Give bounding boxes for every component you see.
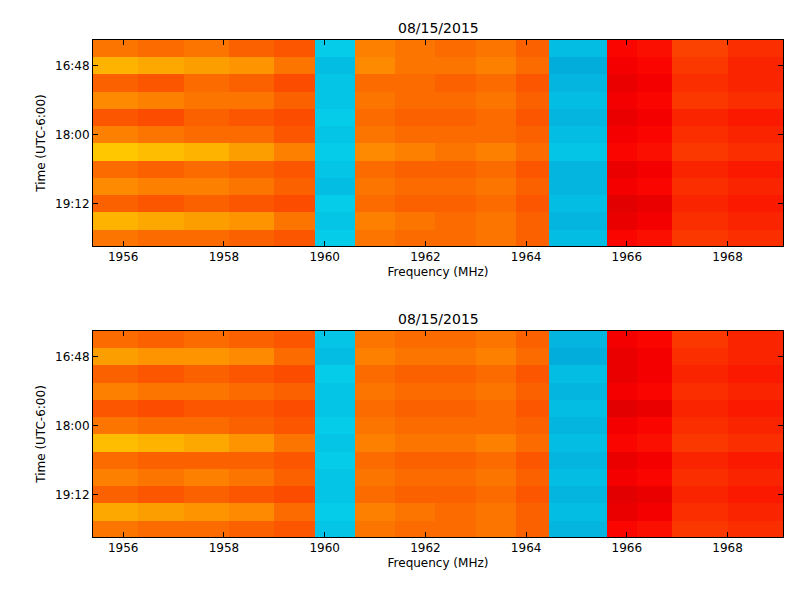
svg-text:1958: 1958 — [209, 541, 240, 555]
svg-text:1956: 1956 — [108, 541, 139, 555]
svg-text:18:00: 18:00 — [55, 419, 90, 433]
svg-text:1960: 1960 — [309, 250, 340, 264]
svg-text:Frequency (MHz): Frequency (MHz) — [388, 556, 489, 570]
svg-text:1962: 1962 — [410, 541, 441, 555]
svg-text:08/15/2015: 08/15/2015 — [398, 20, 479, 36]
svg-text:1958: 1958 — [209, 250, 240, 264]
svg-text:Time (UTC-6:00): Time (UTC-6:00) — [34, 385, 48, 484]
svg-text:1964: 1964 — [511, 250, 542, 264]
svg-text:1964: 1964 — [511, 541, 542, 555]
svg-text:19:12: 19:12 — [55, 488, 90, 502]
svg-text:1968: 1968 — [712, 541, 743, 555]
svg-text:1962: 1962 — [410, 250, 441, 264]
svg-text:16:48: 16:48 — [55, 59, 90, 73]
svg-text:1966: 1966 — [612, 250, 643, 264]
svg-text:16:48: 16:48 — [55, 350, 90, 364]
svg-text:Frequency (MHz): Frequency (MHz) — [388, 265, 489, 279]
svg-text:1960: 1960 — [309, 541, 340, 555]
svg-text:Time (UTC-6:00): Time (UTC-6:00) — [34, 94, 48, 193]
svg-text:08/15/2015: 08/15/2015 — [398, 311, 479, 327]
svg-text:1966: 1966 — [612, 541, 643, 555]
svg-text:18:00: 18:00 — [55, 128, 90, 142]
svg-text:19:12: 19:12 — [55, 197, 90, 211]
svg-text:1968: 1968 — [712, 250, 743, 264]
svg-text:1956: 1956 — [108, 250, 139, 264]
